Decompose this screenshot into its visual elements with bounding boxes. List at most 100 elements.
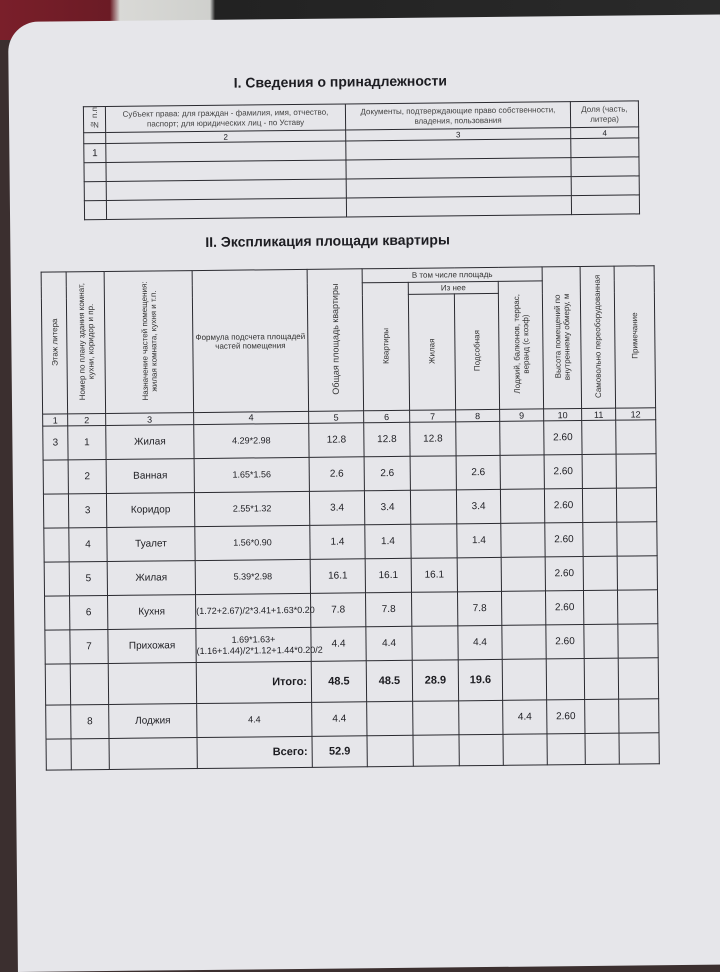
cell-col-6: 6: [363, 410, 410, 423]
cell-col-3: [346, 176, 572, 199]
cell-col-12: [618, 657, 659, 700]
header-living: Жилая: [408, 294, 456, 411]
subtotal-label: Итого:: [196, 661, 312, 704]
cell-col-5: 12.8: [308, 422, 365, 458]
cell-col-9: [500, 522, 546, 558]
header-total-area: Общая площадь квартиры: [307, 268, 364, 412]
cell-col-3: Туалет: [106, 526, 196, 562]
cell-col-2: [70, 663, 109, 705]
col-number-header: № п.п: [83, 106, 106, 133]
col-documents-header: Документы, подтверждающие право собствен…: [345, 101, 571, 131]
cell-col-2: 2: [67, 413, 106, 426]
ownership-table: № п.п Субъект права: для граждан - фамил…: [83, 100, 640, 220]
subtotal-row: Итого: 48.5 48.5 28.9 19.6: [45, 657, 659, 706]
cell-col-5: 3.4: [309, 490, 365, 526]
cell-col-7: [411, 591, 458, 627]
cell-col-1: [83, 132, 106, 144]
subtotal-total: 48.5: [311, 660, 367, 703]
cell-col-4: [570, 157, 640, 177]
cell-col-4: [570, 138, 639, 158]
cell-col-12: [618, 732, 660, 765]
cell-col-11: [582, 454, 617, 489]
cell-col-3: Прихожая: [107, 628, 197, 664]
cell-col-6: 2.6: [364, 456, 411, 491]
cell-col-8: 8: [455, 409, 500, 422]
cell-col-11: [583, 556, 618, 591]
cell-col-9: [502, 658, 547, 701]
cell-col-2: 8: [70, 704, 110, 739]
cell-col-7: [412, 700, 459, 736]
cell-col-11: 11: [581, 408, 616, 421]
cell-col-11: [583, 590, 618, 625]
cell-col-3: [345, 138, 571, 161]
cell-col-3: Кухня: [107, 594, 196, 630]
cell-col-12: [617, 623, 659, 659]
cell-col-5: 7.8: [310, 592, 366, 628]
cell-col-1: 1: [42, 413, 68, 427]
cell-col-1: [44, 629, 71, 665]
cell-col-7: [410, 455, 457, 491]
cell-col-10: [546, 733, 586, 765]
cell-col-9: [499, 420, 545, 456]
cell-col-3: [346, 195, 572, 218]
cell-col-8: 3.4: [456, 489, 501, 524]
cell-col-4: [571, 195, 640, 215]
header-unauthorized: Самовольно переоборудованная: [580, 266, 616, 409]
cell-col-4: 4.4: [196, 702, 312, 738]
cell-col-8: 4.4: [457, 625, 503, 660]
subtotal-flat: 48.5: [366, 660, 413, 702]
cell-col-2: 7: [69, 629, 109, 664]
cell-col-4: 1.69*1.63+(1.16+1.44)/2*1.12+1.44*0.20/2: [195, 627, 323, 663]
explication-table: Этаж литера Номер по плану здания комнат…: [41, 265, 660, 771]
header-of-it: Из нее: [408, 281, 499, 295]
cell-col-6: [366, 701, 413, 736]
cell-col-2: [71, 738, 110, 770]
cell-col-4: 4.29*2.98: [193, 423, 310, 459]
col-share-header: Доля (часть, литера): [570, 100, 639, 128]
cell-col-12: [616, 521, 658, 557]
cell-col-3: [108, 662, 197, 705]
cell-col-10: [546, 658, 585, 700]
cell-col-10: 2.60: [545, 624, 585, 659]
cell-col-12: 12: [615, 407, 656, 421]
cell-col-8: 2.6: [456, 455, 501, 490]
cell-col-8: [458, 700, 503, 735]
cell-col-9: [501, 590, 546, 626]
cell-col-5: 4.4: [311, 701, 367, 737]
cell-col-3: Лоджия: [108, 703, 198, 739]
cell-col-8: [455, 421, 501, 456]
cell-col-4: 2.55*1.32: [194, 491, 310, 527]
cell-col-7: 12.8: [409, 421, 457, 457]
header-auxiliary: Подсобная: [454, 293, 500, 410]
cell-col-8: 7.8: [457, 591, 502, 626]
section2-title: II. Экспликация площади квартиры: [205, 231, 450, 250]
cell-col-2: 6: [69, 595, 108, 630]
header-purpose: Назначение частей помещения: жилая комна…: [104, 270, 194, 414]
grand-total-row: Всего: 52.9: [46, 732, 660, 771]
cell-col-11: [584, 658, 619, 700]
cell-col-6: 12.8: [363, 422, 411, 457]
cell-col-9: 9: [499, 408, 544, 422]
cell-col-8: [458, 734, 504, 766]
cell-col-7: 16.1: [411, 557, 458, 593]
header-plan-no: Номер по плану здания комнат, кухни, кор…: [66, 271, 106, 414]
cell-col-1: [83, 162, 107, 182]
cell-col-11: [584, 699, 619, 734]
cell-col-1: [43, 527, 70, 563]
cell-col-1: [46, 738, 72, 771]
col-subject-header: Субъект права: для граждан - фамилия, им…: [105, 103, 346, 133]
cell-col-7: [410, 523, 458, 559]
cell-col-10: 2.60: [545, 590, 584, 625]
cell-col-9: [501, 556, 546, 592]
cell-col-12: [617, 589, 658, 625]
cell-col-1: [45, 704, 72, 740]
header-height: Высота помещений по внутреннему обмеру, …: [542, 266, 582, 409]
cell-col-5: 1.4: [309, 524, 366, 560]
header-flat: Квартиры: [362, 282, 410, 411]
cell-col-8: [457, 557, 502, 592]
cell-col-4: 1.65*1.56: [194, 457, 310, 493]
cell-col-4: [571, 176, 640, 196]
cell-col-3: Жилая: [105, 424, 195, 460]
cell-col-2: [106, 179, 347, 201]
cell-col-1: 3: [42, 425, 69, 461]
